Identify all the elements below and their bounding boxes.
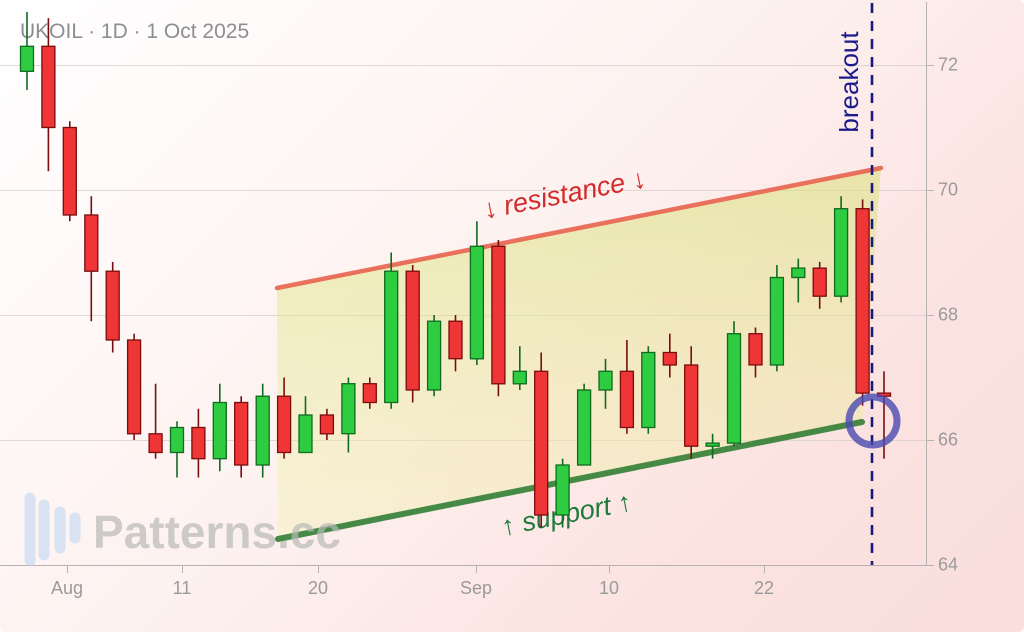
svg-text:breakout: breakout (834, 31, 864, 133)
